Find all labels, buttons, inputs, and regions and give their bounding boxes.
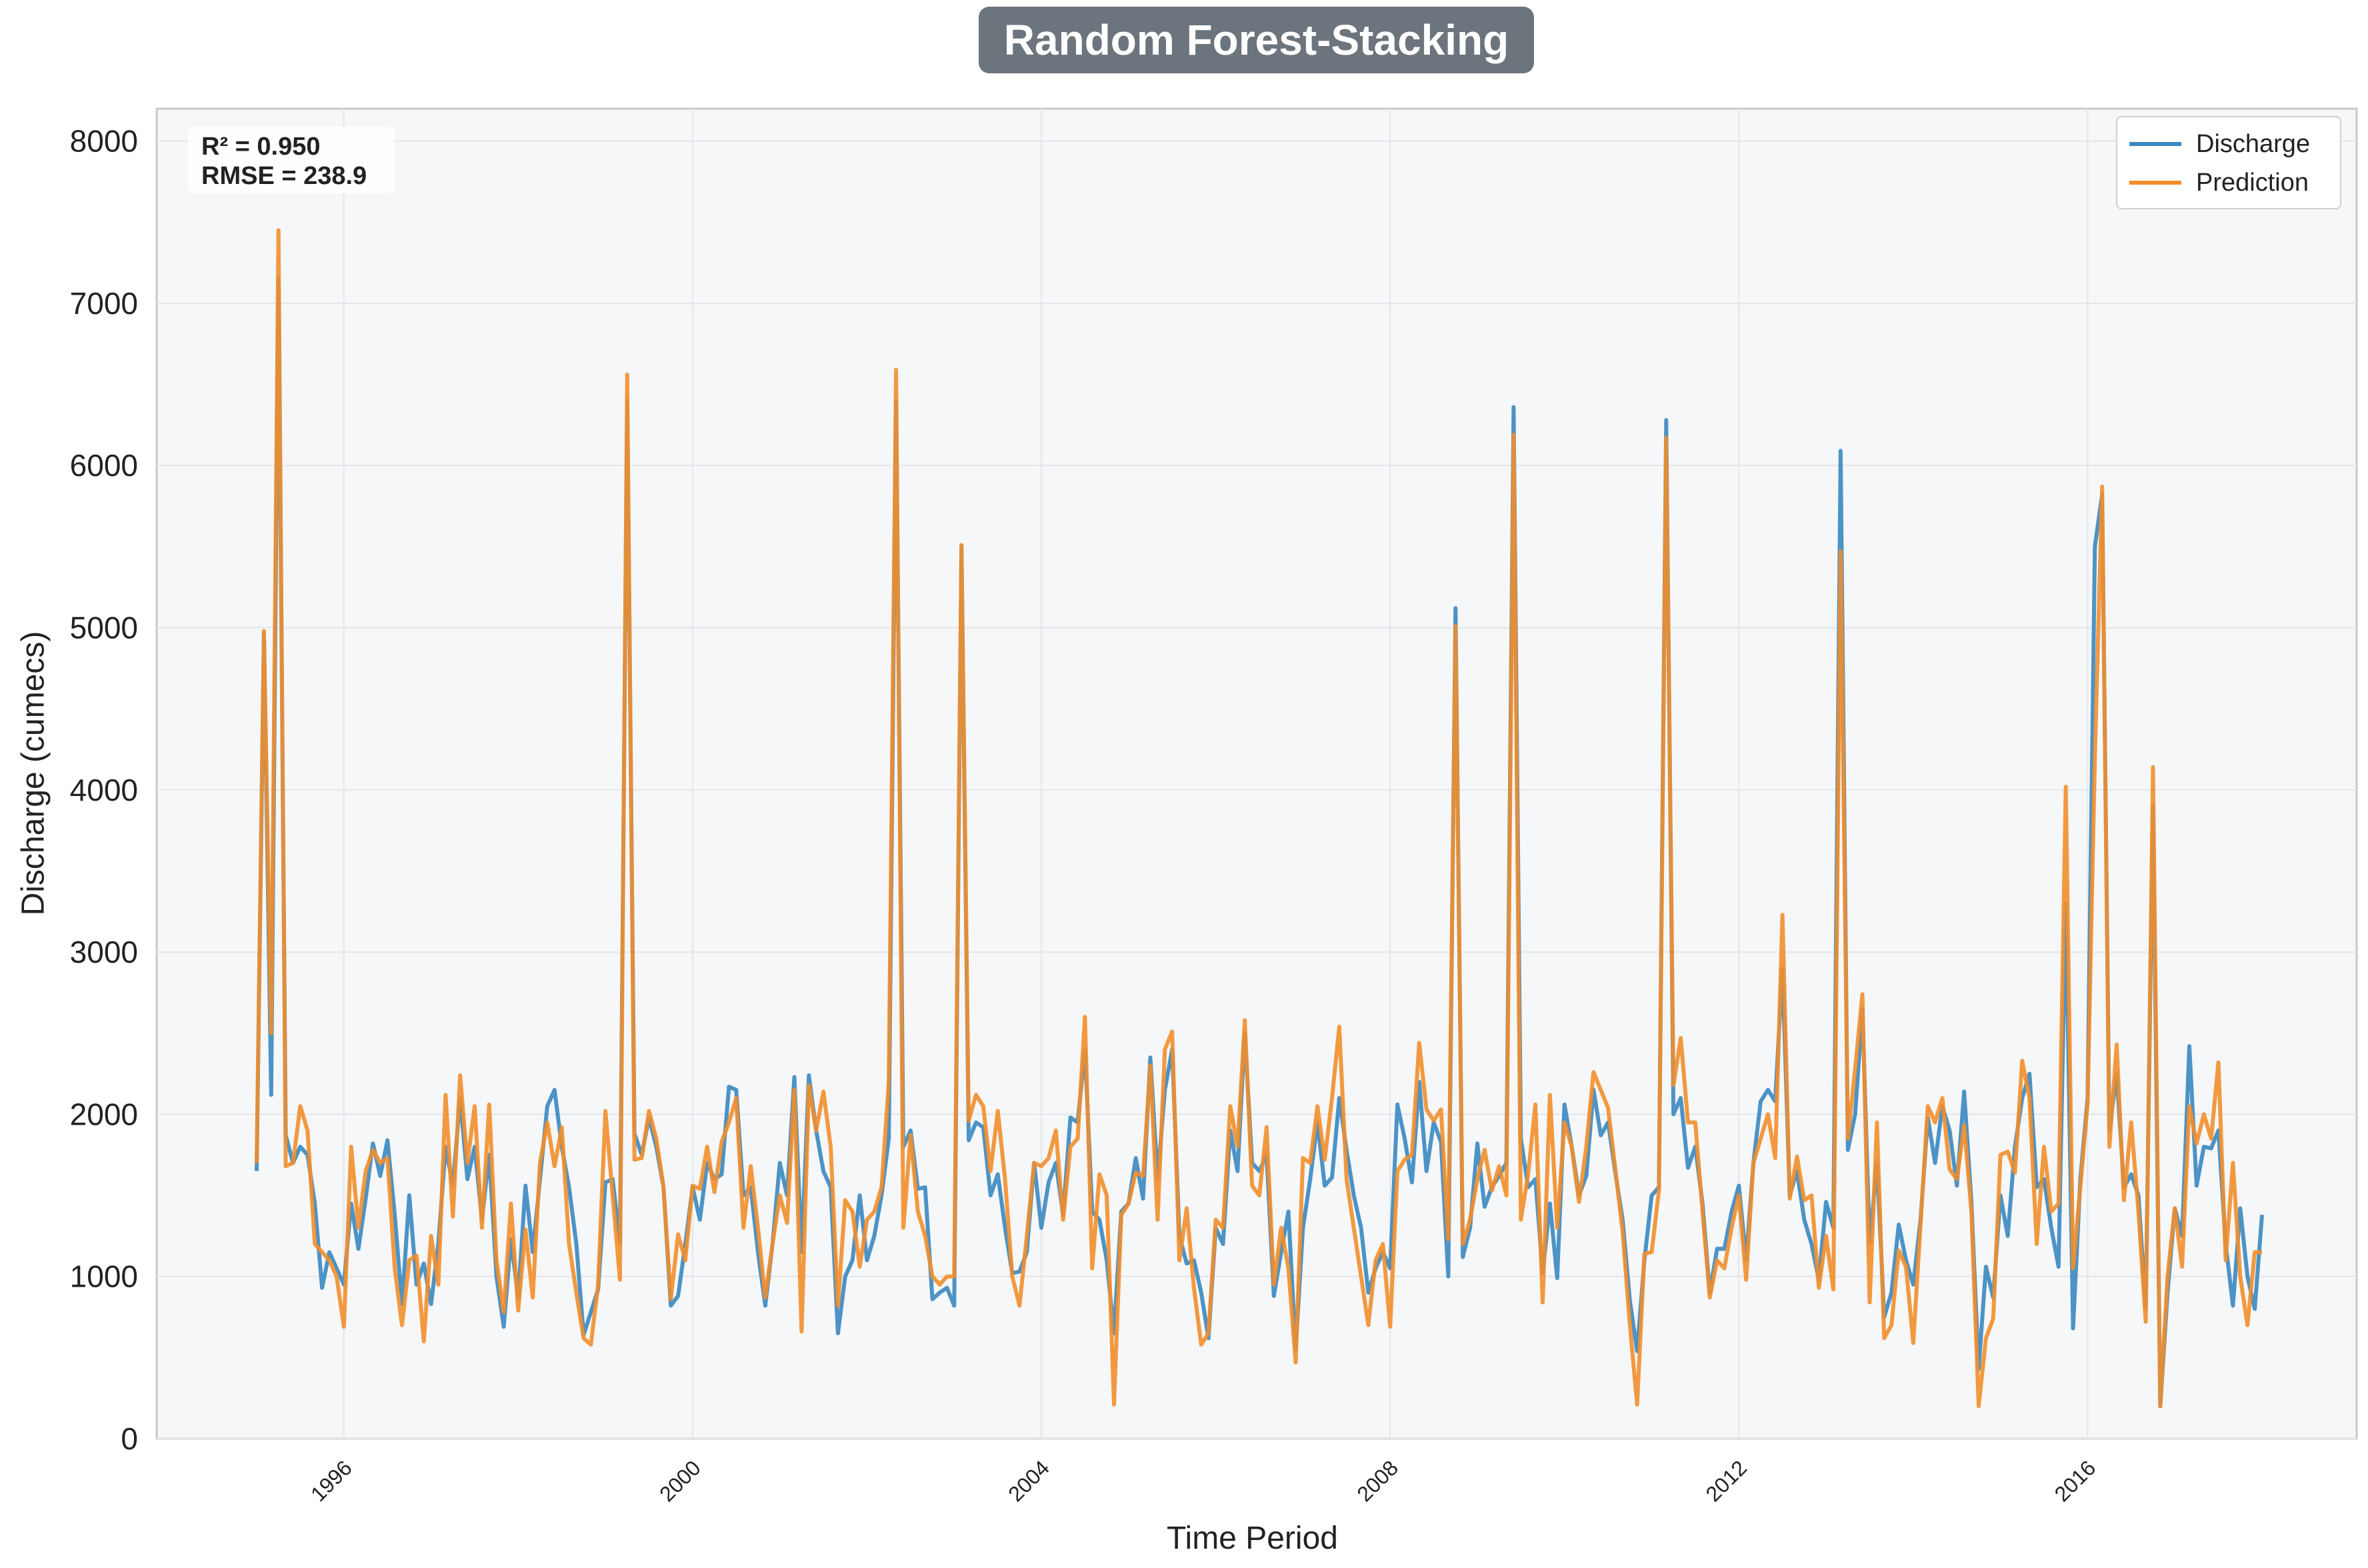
- plot-area: [155, 107, 2358, 1440]
- legend-label-prediction: Prediction: [2196, 168, 2309, 197]
- y-tick-label: 5000: [70, 611, 138, 645]
- x-tick-label: 1996: [306, 1455, 357, 1506]
- legend: Discharge Prediction: [2116, 116, 2341, 209]
- y-tick-label: 3000: [70, 935, 138, 969]
- y-axis-ticks: 0 1000 2000 3000 4000 5000 6000 7000 8000: [70, 124, 138, 1456]
- y-tick-label: 6000: [70, 448, 138, 483]
- x-axis-label: Time Period: [1167, 1521, 1338, 1556]
- y-tick-label: 1000: [70, 1259, 138, 1294]
- r2-annotation: R² = 0.950: [201, 133, 321, 161]
- legend-label-discharge: Discharge: [2196, 129, 2311, 158]
- metrics-box: R² = 0.950 RMSE = 238.9: [188, 127, 395, 193]
- rmse-annotation: RMSE = 238.9: [201, 162, 367, 190]
- x-axis-ticks: 1996 2000 2004 2008 2012 2016: [306, 1455, 2100, 1506]
- series-line-prediction: [255, 228, 2262, 1409]
- legend-swatch-prediction: [2129, 181, 2181, 185]
- y-tick-label: 4000: [70, 773, 138, 807]
- legend-item-prediction: Prediction: [2129, 167, 2309, 199]
- x-tick-label: 2016: [2050, 1455, 2101, 1506]
- x-tick-label: 2012: [1701, 1455, 1751, 1506]
- y-tick-label: 7000: [70, 286, 138, 321]
- y-tick-label: 2000: [70, 1097, 138, 1131]
- y-axis-label: Discharge (cumecs): [15, 631, 51, 916]
- chart-title: Random Forest-Stacking: [1003, 16, 1509, 64]
- x-tick-label: 2004: [1003, 1455, 1054, 1506]
- chart-title-box: Random Forest-Stacking: [979, 7, 1534, 73]
- x-tick-label: 2008: [1352, 1455, 1403, 1506]
- legend-item-discharge: Discharge: [2129, 128, 2310, 160]
- y-tick-label: 8000: [70, 124, 138, 159]
- y-tick-label: 0: [121, 1421, 138, 1456]
- series-lines: [255, 228, 2264, 1409]
- x-tick-label: 2000: [655, 1455, 705, 1506]
- legend-swatch-discharge: [2129, 142, 2181, 146]
